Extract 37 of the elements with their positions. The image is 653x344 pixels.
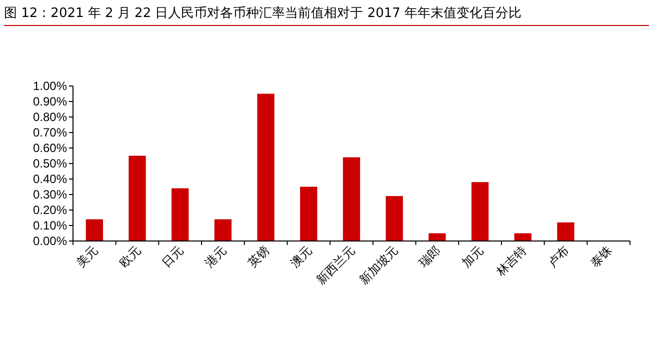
y-tick-label: 0.90%: [32, 94, 68, 108]
y-tick-label: 0.30%: [32, 188, 68, 202]
y-tick-label: 0.40%: [32, 172, 68, 186]
x-tick-label: 新西兰元: [314, 243, 358, 288]
bar: [257, 94, 274, 241]
bar: [214, 219, 232, 241]
y-tick-label: 0.20%: [32, 203, 68, 217]
x-tick-label: 泰铢: [588, 243, 615, 270]
x-tick-label: 林吉特: [492, 243, 530, 280]
y-tick-label: 0.50%: [32, 156, 68, 170]
x-tick-label: 英镑: [245, 243, 272, 270]
bar: [86, 219, 103, 241]
bar: [471, 182, 489, 241]
y-tick-label: 0.00%: [32, 234, 68, 248]
bar: [172, 188, 189, 241]
y-tick-label: 0.80%: [32, 110, 68, 124]
x-tick-label: 港元: [202, 243, 230, 270]
bar: [386, 196, 403, 241]
bar: [557, 222, 574, 241]
y-tick-label: 0.70%: [32, 126, 68, 140]
x-tick-label: 卢布: [544, 243, 572, 270]
bar: [428, 233, 446, 241]
x-tick-label: 瑞郎: [416, 243, 444, 270]
x-tick-label: 欧元: [116, 243, 144, 270]
y-tick-label: 0.60%: [32, 141, 68, 155]
bar: [300, 186, 318, 241]
x-tick-label: 美元: [74, 243, 101, 270]
y-tick-label: 1.00%: [32, 79, 68, 93]
y-tick-label: 0.10%: [32, 218, 68, 232]
bar: [342, 157, 360, 241]
x-tick-label: 日元: [159, 243, 186, 270]
x-tick-label: 新加坡元: [356, 243, 400, 288]
chart-title: 图 12：2021 年 2 月 22 日人民币对各币种汇率当前值相对于 2017 年年末值变化百分比: [4, 4, 649, 26]
x-tick-label: 加元: [459, 243, 486, 270]
x-tick-label: 澳元: [288, 243, 315, 270]
bar: [128, 156, 146, 241]
bar: [514, 233, 532, 241]
